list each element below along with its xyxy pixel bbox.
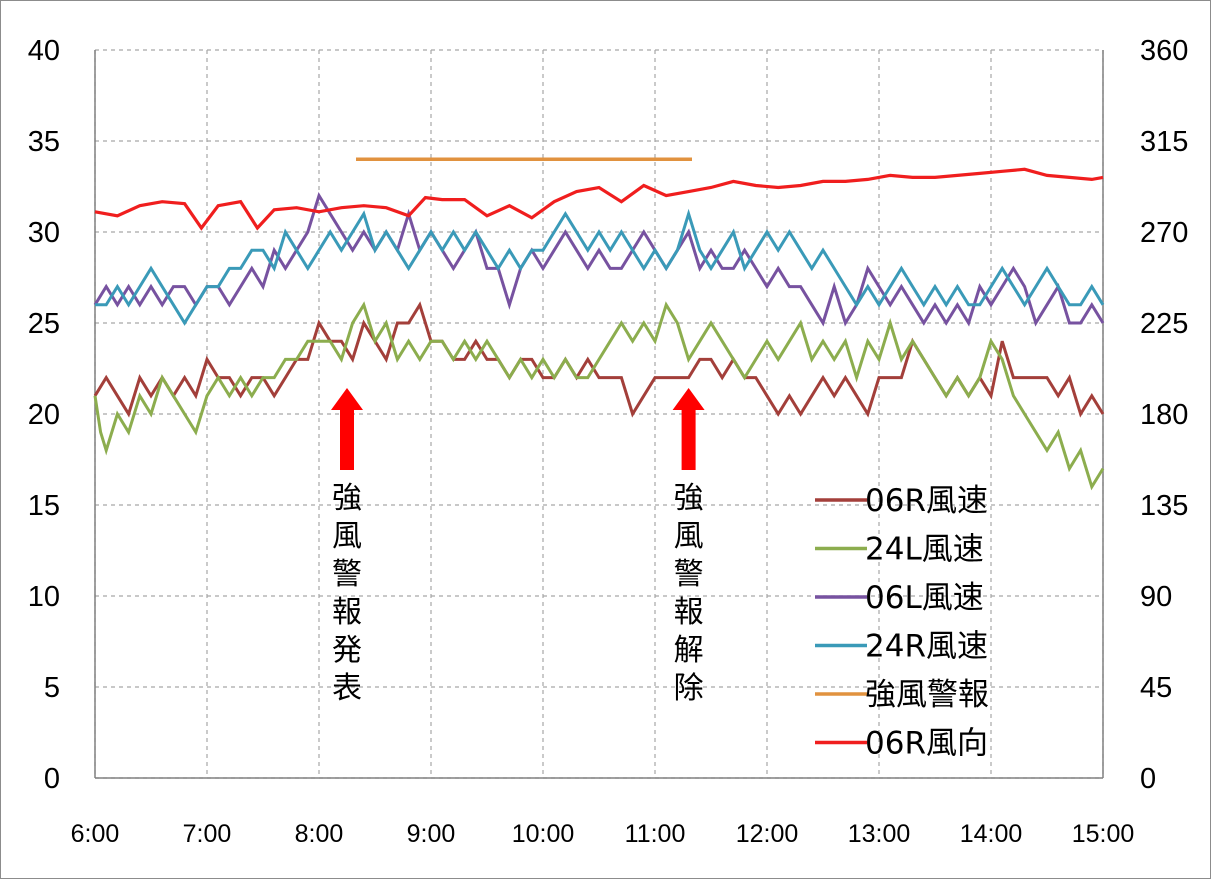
annotation-char: 表 <box>332 671 362 706</box>
y-right-tick-label: 90 <box>1140 581 1172 613</box>
y-right-tick-label: 45 <box>1140 672 1172 704</box>
x-tick-label: 14:00 <box>960 820 1023 848</box>
series-line-5 <box>94 167 1104 231</box>
y-right-tick-label: 315 <box>1140 126 1188 158</box>
annotation-char: 警 <box>332 557 362 592</box>
y-left-tick-label: 10 <box>28 581 60 613</box>
y-left-tick-label: 5 <box>44 672 60 704</box>
x-tick-label: 13:00 <box>848 820 911 848</box>
y-right-tick-label: 225 <box>1140 308 1188 340</box>
y-right-tick-label: 0 <box>1140 763 1156 795</box>
series-line-2 <box>93 191 1105 327</box>
legend-label: 強風警報 <box>865 677 989 713</box>
annotation-char: 風 <box>674 519 704 554</box>
y-left-tick-label: 30 <box>28 217 60 249</box>
annotation-char: 発 <box>332 633 362 668</box>
y-left-tick-label: 40 <box>28 35 60 67</box>
y-right-tick-label: 180 <box>1140 399 1188 431</box>
x-tick-label: 7:00 <box>183 820 232 848</box>
legend-label: 06L風速 <box>865 580 984 616</box>
x-tick-label: 12:00 <box>736 820 799 848</box>
legend-label: 06R風向 <box>865 726 988 762</box>
x-tick-label: 6:00 <box>71 820 120 848</box>
annotation-arrow-1 <box>672 388 705 470</box>
x-tick-label: 10:00 <box>512 820 575 848</box>
y-right-tick-label: 135 <box>1140 490 1188 522</box>
y-left-tick-label: 35 <box>28 126 60 158</box>
y-left-tick-label: 0 <box>44 763 60 795</box>
annotation-char: 警 <box>674 557 704 592</box>
series-line-1 <box>93 301 1105 491</box>
annotation-arrow-0 <box>331 388 363 470</box>
annotation-char: 除 <box>674 671 704 706</box>
annotation-char: 風 <box>332 519 362 554</box>
y-right-tick-label: 360 <box>1140 35 1188 67</box>
legend-label: 24R風速 <box>865 629 988 665</box>
legend-label: 06R風速 <box>865 483 988 519</box>
y-right-tick-label: 270 <box>1140 217 1188 249</box>
x-tick-label: 9:00 <box>407 820 456 848</box>
annotation-char: 強 <box>674 481 704 516</box>
annotation-char: 報 <box>332 595 362 630</box>
x-tick-label: 8:00 <box>295 820 344 848</box>
x-tick-label: 15:00 <box>1072 820 1135 848</box>
x-tick-label: 11:00 <box>625 820 686 848</box>
annotation-char: 解 <box>674 633 704 668</box>
y-left-tick-label: 20 <box>28 399 60 431</box>
legend-label: 24L風速 <box>865 532 984 568</box>
annotation-char: 強 <box>332 481 362 516</box>
annotation-char: 報 <box>674 595 704 630</box>
series-line-3 <box>95 208 1105 326</box>
y-left-tick-label: 25 <box>28 308 60 340</box>
y-left-tick-label: 15 <box>28 490 60 522</box>
